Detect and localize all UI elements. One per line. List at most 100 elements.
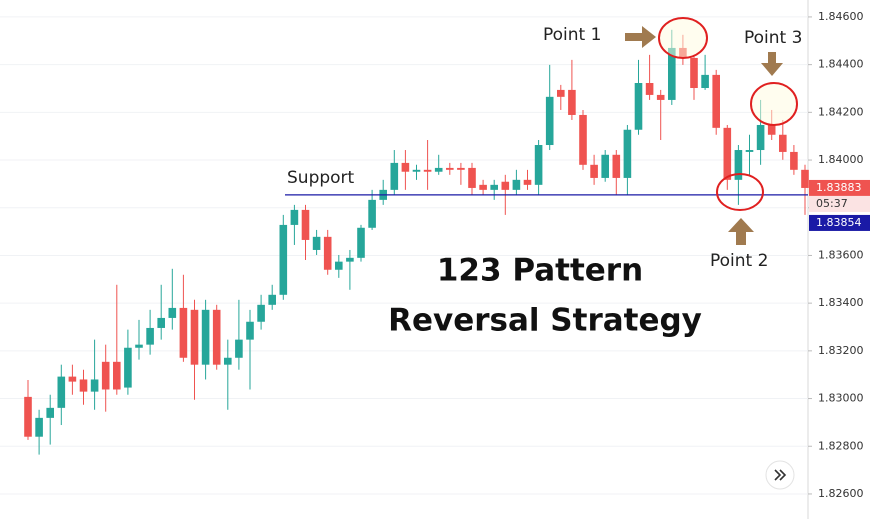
y-tick-label: 1.82800 [818, 439, 864, 452]
candle-body [434, 167, 443, 172]
candle-body [790, 151, 798, 170]
support-price-label: 1.83854 [816, 216, 862, 229]
title-line: Reversal Strategy [388, 303, 702, 339]
candle-body [212, 309, 221, 365]
candle-body [135, 344, 143, 348]
y-tick-label: 1.82600 [818, 487, 864, 500]
candle-body [257, 304, 265, 322]
candle-body [712, 74, 720, 128]
scroll-button[interactable] [765, 460, 795, 490]
point1-circle [658, 17, 708, 59]
candle-body [634, 83, 643, 130]
title-line: 123 Pattern [437, 253, 643, 289]
y-tick-label: 1.84000 [818, 153, 864, 166]
candle-body [312, 236, 321, 250]
candle-body [190, 309, 199, 365]
candle-body [290, 209, 299, 225]
candle-body [656, 94, 665, 100]
y-tick-label: 1.83600 [818, 248, 864, 261]
support-price-box [809, 214, 870, 231]
candle-body [368, 199, 376, 228]
candle-body [523, 179, 532, 185]
candle-body [645, 83, 654, 95]
arrow-point1 [625, 26, 656, 48]
last-price-label: 1.83883 [816, 181, 862, 194]
candle-body [557, 89, 565, 97]
y-tick-label: 1.83400 [818, 296, 864, 309]
candle-body [612, 154, 621, 178]
candle-body [457, 167, 465, 170]
candle-body [623, 129, 632, 178]
candle-body [801, 169, 809, 188]
candle-body [35, 417, 43, 437]
arrow-point2 [728, 218, 754, 245]
candle-body [479, 184, 487, 190]
candle-body [734, 150, 743, 180]
candle-body [401, 162, 410, 172]
candle-body [568, 89, 576, 115]
candle-body [179, 307, 188, 358]
candle-body [301, 209, 310, 240]
candle-body [46, 407, 54, 418]
y-tick-label: 1.84200 [818, 105, 864, 118]
candle-body [590, 164, 598, 178]
candle-body [468, 167, 476, 188]
candle-body [235, 339, 243, 358]
candle-body [668, 47, 676, 100]
point3-label: Point 3 [744, 28, 802, 48]
candle-body [113, 361, 121, 390]
candle-body [779, 134, 787, 152]
y-tick-label: 1.84400 [818, 58, 864, 71]
candle-body [512, 179, 521, 190]
candle-body [446, 167, 454, 170]
candle-body [146, 327, 154, 345]
y-tick-label: 1.83200 [818, 344, 864, 357]
candle-body [57, 376, 66, 408]
candle-body [601, 154, 609, 178]
last-price-box [809, 179, 870, 196]
candle-body [124, 347, 132, 388]
candle-body [490, 184, 498, 190]
candle-body [579, 114, 587, 165]
point2-circle [716, 173, 764, 211]
arrow-point3 [761, 52, 783, 76]
candle-body [79, 379, 88, 392]
candle-body [690, 57, 698, 89]
candle-body [346, 257, 354, 262]
support-label: Support [287, 168, 355, 188]
candle-body [701, 74, 709, 89]
y-tick-label: 1.83000 [818, 392, 864, 405]
candle-body [201, 309, 210, 365]
candle-body [68, 376, 77, 382]
point2-label: Point 2 [710, 251, 768, 271]
candle-body [101, 361, 110, 390]
candle-body [423, 169, 432, 172]
candle-body [534, 145, 543, 185]
candle-body [767, 124, 776, 135]
candle-body [224, 357, 232, 365]
candle-body [545, 96, 554, 146]
candle-body [246, 321, 254, 340]
timer-label: 05:37 [816, 197, 848, 210]
candle-body [90, 379, 99, 392]
point1-label: Point 1 [543, 25, 601, 45]
candle-body [723, 127, 732, 180]
candle-body [756, 124, 765, 151]
candle-body [390, 162, 399, 190]
candle-body [357, 227, 365, 258]
candle-body [157, 317, 165, 328]
candle-body [412, 169, 421, 172]
candle-body [24, 396, 32, 437]
timer-box [809, 195, 870, 212]
candle-body [268, 294, 276, 305]
candle-body [745, 150, 754, 152]
candle-body [501, 181, 510, 190]
candle-body [335, 261, 343, 270]
candle-body [323, 236, 332, 270]
candle-body [279, 224, 288, 295]
candle-body [168, 307, 177, 318]
plot: 1.846001.844001.842001.840001.838001.836… [0, 10, 864, 500]
point3-circle [750, 82, 798, 126]
y-tick-label: 1.84600 [818, 10, 864, 23]
